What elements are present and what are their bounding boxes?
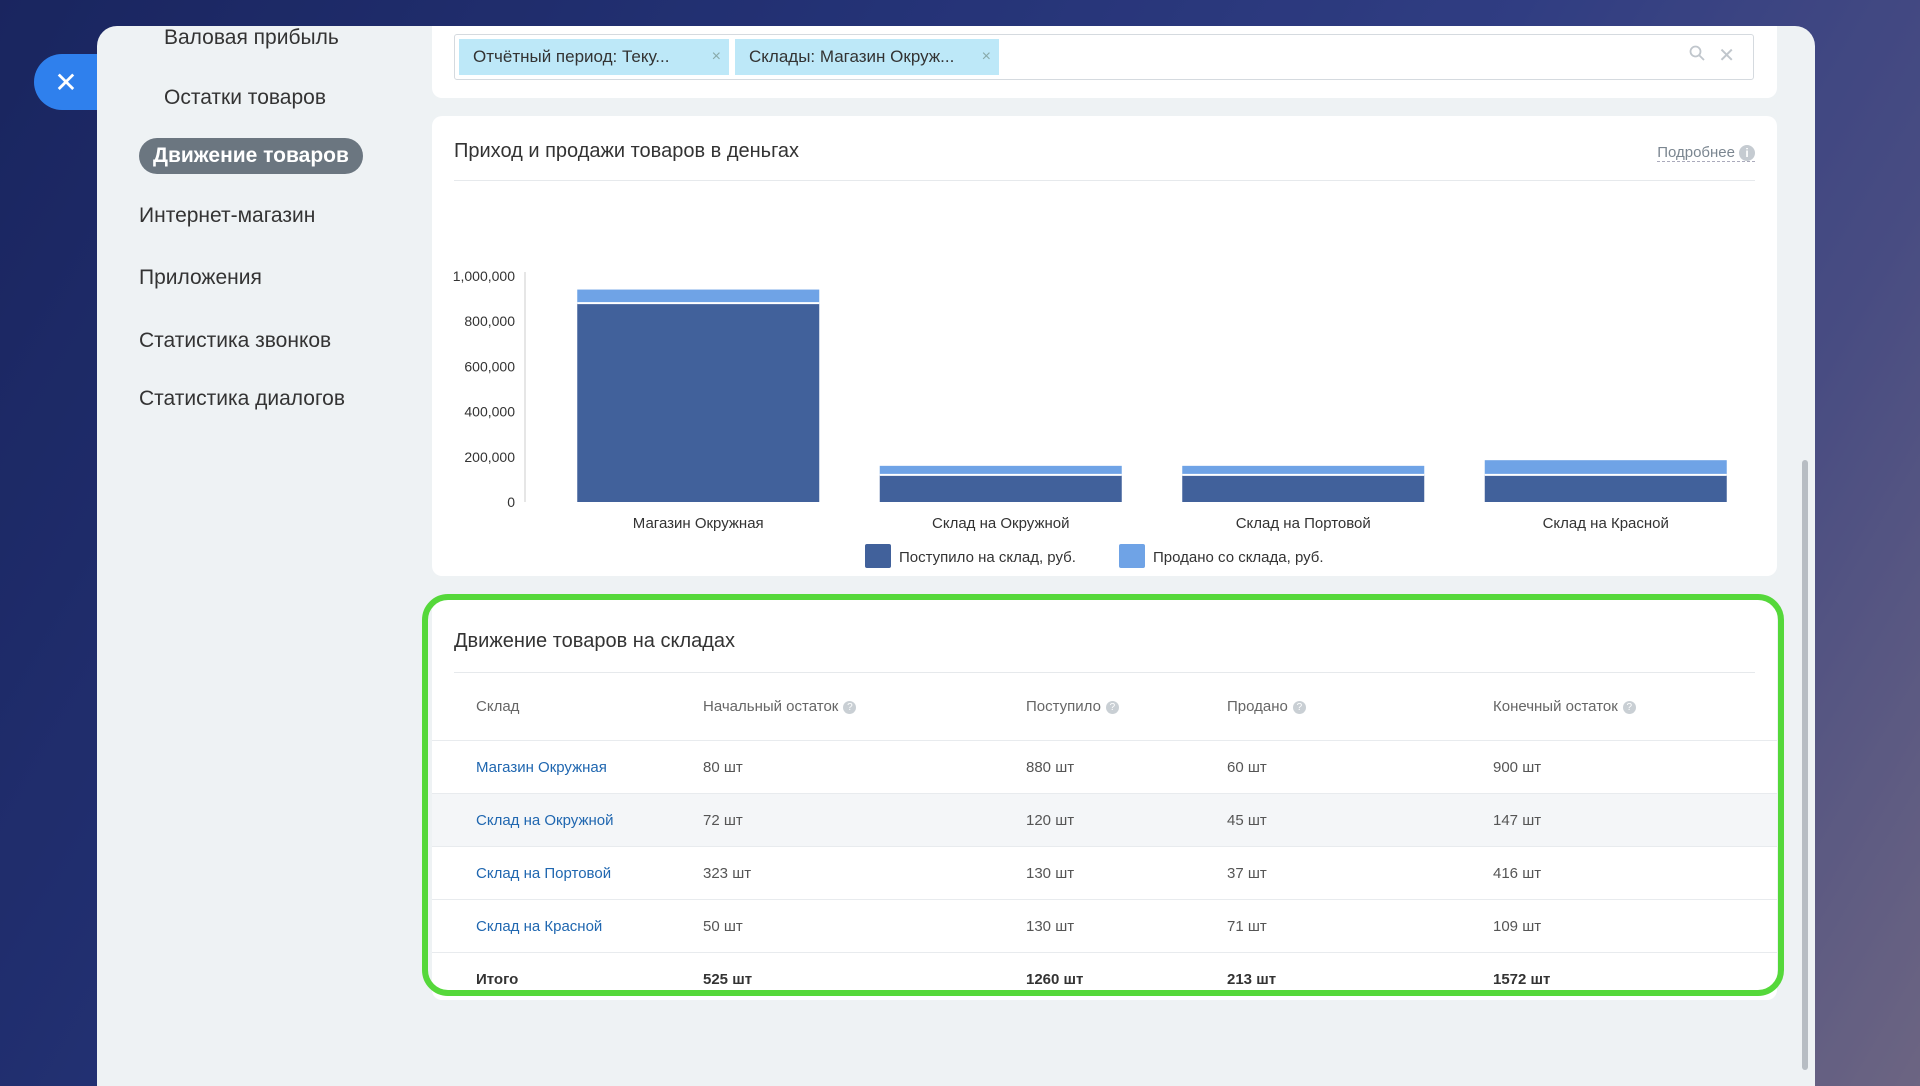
cell-end: 147 шт xyxy=(1493,812,1542,829)
cell-start: 72 шт xyxy=(703,812,743,829)
y-tick-label: 0 xyxy=(507,494,515,510)
filter-chip-warehouses[interactable]: Склады: Магазин Окруж... × xyxy=(735,39,999,75)
scrollbar[interactable] xyxy=(1802,460,1808,1070)
col-header-warehouse[interactable]: Склад xyxy=(476,698,520,715)
help-icon[interactable]: ? xyxy=(1292,701,1306,714)
warehouse-link[interactable]: Магазин Окружная xyxy=(476,759,607,776)
x-tick-label: Магазин Окружная xyxy=(633,515,764,532)
close-icon: ✕ xyxy=(54,66,78,98)
legend-label: Поступило на склад, руб. xyxy=(899,549,1076,566)
bar-sold xyxy=(1182,465,1425,475)
col-header-end[interactable]: Конечный остаток? xyxy=(1493,698,1636,715)
total-start: 525 шт xyxy=(703,971,753,988)
bar-received xyxy=(1484,474,1727,502)
table-row: Склад на Красной 50 шт 130 шт 71 шт 109 … xyxy=(432,899,1777,953)
clear-filter-icon[interactable]: ✕ xyxy=(1718,45,1735,67)
divider xyxy=(454,180,1755,181)
bar-sold xyxy=(1484,460,1727,475)
info-icon: i xyxy=(1739,145,1755,161)
warehouse-link[interactable]: Склад на Красной xyxy=(476,918,603,935)
col-header-received[interactable]: Поступило? xyxy=(1026,698,1119,715)
bar-received xyxy=(577,303,820,502)
warehouse-link[interactable]: Склад на Портовой xyxy=(476,865,612,882)
search-icon[interactable] xyxy=(1689,45,1705,66)
help-icon[interactable]: ? xyxy=(1105,701,1119,714)
more-link[interactable]: Подробнее i xyxy=(1657,144,1755,162)
total-sold: 213 шт xyxy=(1227,971,1277,988)
divider xyxy=(454,672,1755,673)
bar-chart: 0 200,000 400,000 600,000 800,000 1,000,000 Ма… xyxy=(453,268,1727,568)
cell-end: 900 шт xyxy=(1493,759,1542,776)
cell-end: 109 шт xyxy=(1493,918,1542,935)
cell-sold: 60 шт xyxy=(1227,759,1267,776)
y-tick-label: 1,000,000 xyxy=(453,268,515,284)
y-tick-label: 800,000 xyxy=(464,313,515,329)
bar-sold xyxy=(577,289,820,304)
table-title: Движение товаров на складах xyxy=(454,630,736,652)
help-icon[interactable]: ? xyxy=(1622,701,1636,714)
menu-item-call-stats[interactable]: Статистика звонков xyxy=(139,329,332,352)
cell-start: 80 шт xyxy=(703,759,743,776)
total-received: 1260 шт xyxy=(1026,971,1084,988)
filter-card: Отчётный период: Теку... × Склады: Магаз… xyxy=(432,26,1777,98)
chart-card: Приход и продажи товаров в деньгах Подро… xyxy=(432,116,1777,576)
x-tick-label: Склад на Портовой xyxy=(1236,515,1371,532)
table-row: Магазин Окружная 80 шт 880 шт 60 шт 900 … xyxy=(432,740,1777,794)
menu-item-applications[interactable]: Приложения xyxy=(139,266,262,289)
bar-sold xyxy=(879,465,1122,475)
legend-swatch xyxy=(865,544,891,568)
col-header-start[interactable]: Начальный остаток? xyxy=(703,698,857,715)
menu-item-goods-movement[interactable]: Движение товаров xyxy=(139,138,363,174)
chart-card-title: Приход и продажи товаров в деньгах xyxy=(454,140,800,162)
x-tick-label: Склад на Красной xyxy=(1543,515,1669,532)
cell-received: 130 шт xyxy=(1026,865,1075,882)
cell-sold: 71 шт xyxy=(1227,918,1267,935)
cell-received: 130 шт xyxy=(1026,918,1075,935)
cell-sold: 37 шт xyxy=(1227,865,1267,882)
menu-item-stock-balance[interactable]: Остатки товаров xyxy=(164,86,326,109)
filter-input[interactable]: Отчётный период: Теку... × Склады: Магаз… xyxy=(454,34,1754,80)
cell-start: 323 шт xyxy=(703,865,752,882)
cell-received: 120 шт xyxy=(1026,812,1075,829)
menu-item-dialog-stats[interactable]: Статистика диалогов xyxy=(139,387,345,410)
table-header-row: Склад Начальный остаток? Поступило? Прод… xyxy=(432,680,1777,733)
warehouse-link[interactable]: Склад на Окружной xyxy=(476,812,614,829)
report-slider: Валовая прибыль Остатки товаров Движение… xyxy=(97,26,1815,1086)
cell-received: 880 шт xyxy=(1026,759,1075,776)
menu-item-online-store[interactable]: Интернет-магазин xyxy=(139,204,316,227)
bar-received xyxy=(879,474,1122,502)
total-end: 1572 шт xyxy=(1493,971,1551,988)
total-label: Итого xyxy=(476,971,519,988)
table-row: Склад на Окружной 72 шт 120 шт 45 шт 147… xyxy=(432,793,1777,847)
cell-start: 50 шт xyxy=(703,918,743,935)
legend-swatch xyxy=(1119,544,1145,568)
cell-sold: 45 шт xyxy=(1227,812,1267,829)
y-tick-label: 600,000 xyxy=(464,358,515,374)
close-slider-button[interactable]: ✕ xyxy=(34,54,98,110)
filter-chip-period[interactable]: Отчётный период: Теку... × xyxy=(459,39,729,75)
y-tick-label: 200,000 xyxy=(464,449,515,465)
table-total-row: Итого 525 шт 1260 шт 213 шт 1572 шт xyxy=(432,952,1777,1006)
legend-label: Продано со склада, руб. xyxy=(1153,549,1324,566)
cell-end: 416 шт xyxy=(1493,865,1542,882)
col-header-sold[interactable]: Продано? xyxy=(1227,698,1306,715)
table-row: Склад на Портовой 323 шт 130 шт 37 шт 41… xyxy=(432,846,1777,900)
menu-item-gross-profit[interactable]: Валовая прибыль xyxy=(164,26,339,49)
y-tick-label: 400,000 xyxy=(464,404,515,420)
chip-remove-icon[interactable]: × xyxy=(711,48,721,65)
help-icon[interactable]: ? xyxy=(843,701,857,714)
stock-movement-card: Движение товаров на складах Склад Началь… xyxy=(432,600,1777,1000)
bar-received xyxy=(1182,474,1425,502)
x-tick-label: Склад на Окружной xyxy=(932,515,1069,532)
chip-remove-icon[interactable]: × xyxy=(981,48,991,65)
